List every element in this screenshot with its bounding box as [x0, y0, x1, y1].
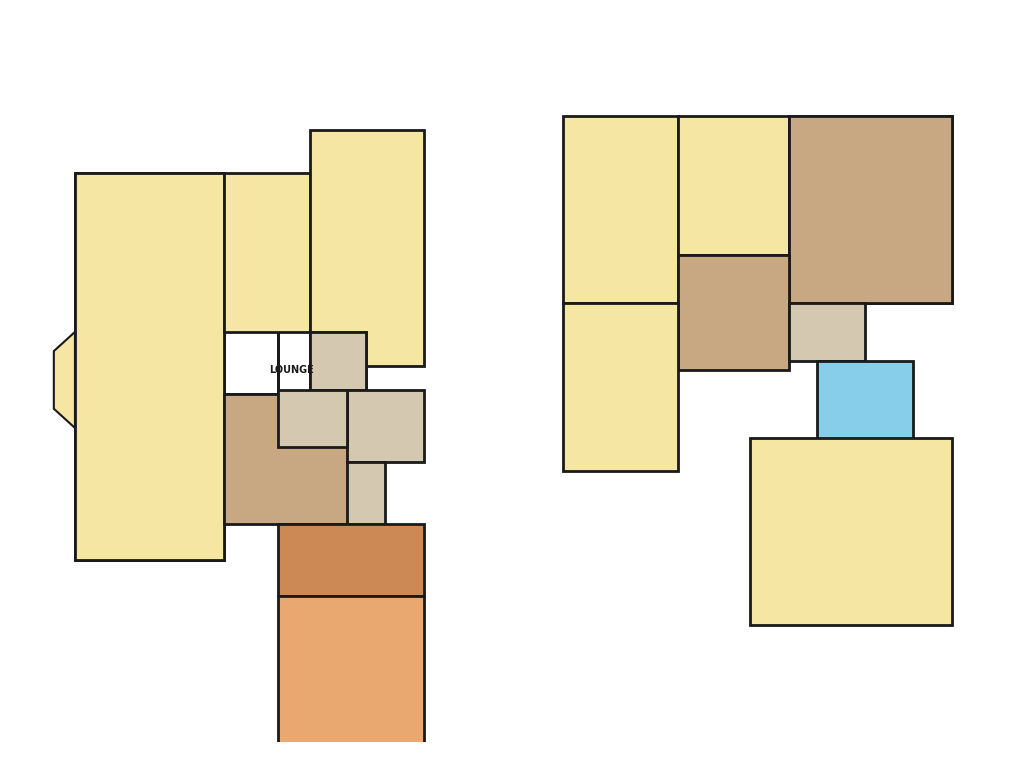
Bar — [223, 173, 310, 332]
Bar — [678, 255, 788, 370]
Bar — [310, 130, 423, 366]
Bar — [277, 390, 346, 447]
Bar — [841, 524, 912, 572]
Bar — [346, 462, 385, 524]
Text: LOUNGE: LOUNGE — [269, 366, 314, 375]
Polygon shape — [74, 173, 277, 560]
Polygon shape — [277, 524, 423, 596]
Bar — [788, 303, 864, 361]
Bar — [749, 438, 951, 625]
Bar — [788, 116, 951, 303]
Polygon shape — [54, 332, 74, 428]
Bar — [562, 303, 678, 471]
Bar — [74, 173, 223, 560]
Bar — [678, 116, 788, 255]
Bar — [346, 390, 423, 462]
Bar — [816, 361, 912, 447]
Polygon shape — [223, 332, 366, 524]
Bar — [562, 116, 678, 303]
Polygon shape — [678, 116, 951, 303]
Bar — [310, 332, 366, 390]
Bar — [816, 447, 912, 524]
Bar — [277, 596, 423, 745]
